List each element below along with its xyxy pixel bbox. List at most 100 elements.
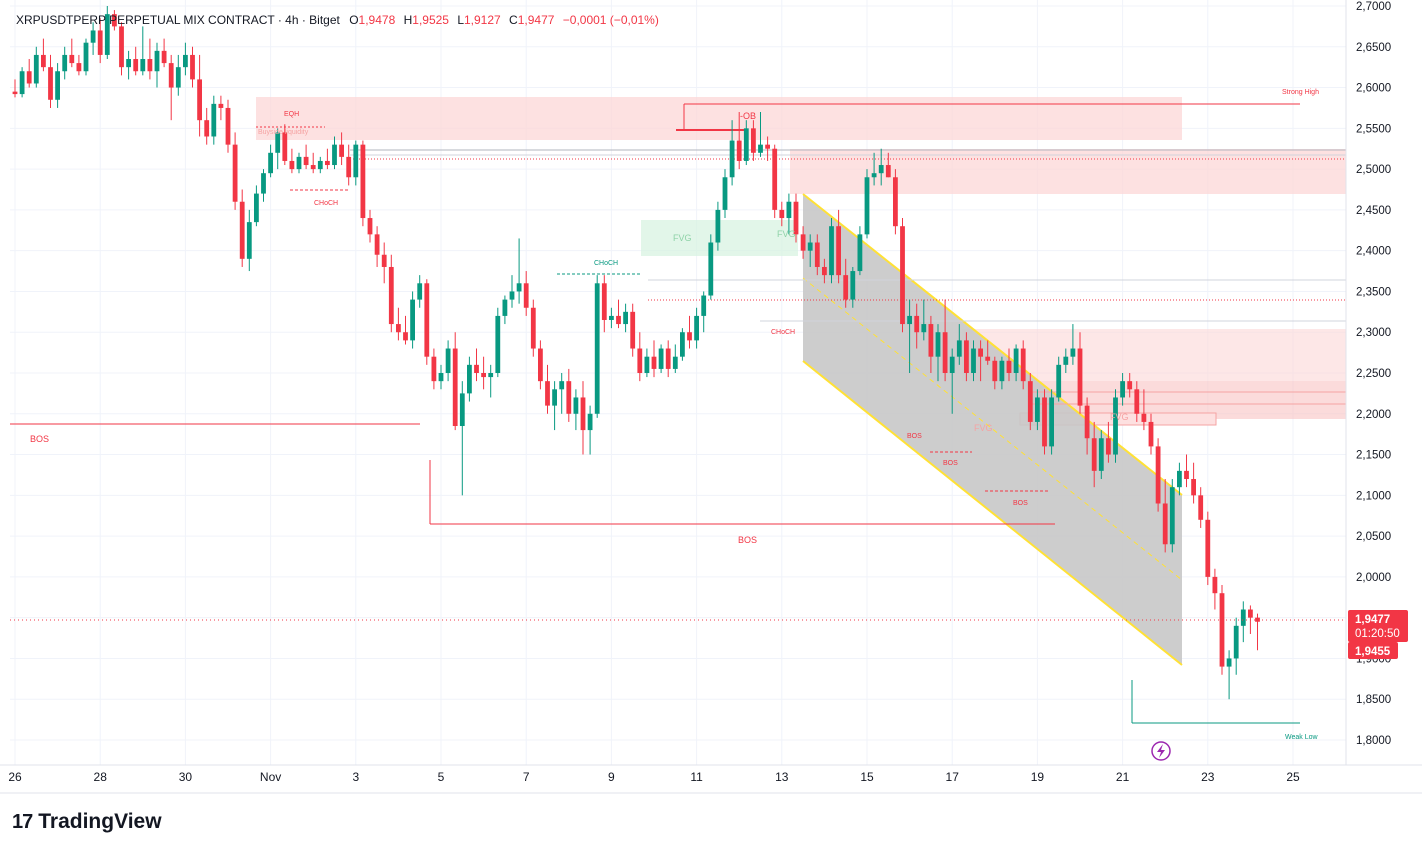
candle-body (83, 42, 89, 72)
candle-body (1191, 479, 1196, 496)
candle (374, 226, 380, 267)
candle-body (701, 295, 707, 316)
x-tick-label: 7 (523, 770, 530, 784)
candle (126, 50, 131, 80)
candle (807, 234, 813, 267)
label-buyside-liquidity: Buyside liquidity (258, 129, 309, 136)
candle (687, 315, 692, 349)
candle-body (935, 332, 941, 357)
candle (90, 22, 96, 55)
candle (822, 258, 827, 284)
candle (495, 307, 501, 378)
candle-body (999, 360, 1005, 382)
eqh-supply-zone (256, 97, 1182, 140)
channel-upper-edge (802, 193, 1183, 496)
candle-body (1248, 609, 1253, 618)
candle-body (672, 356, 678, 369)
price-axis[interactable]: 2,7000 2,6500 2,6000 2,5500 2,5000 2,4500 2,40… (1356, 1, 1391, 747)
candle-body (346, 156, 352, 178)
candle (985, 340, 991, 365)
candle-body (914, 315, 920, 333)
candle-body (1198, 495, 1204, 520)
candle-body (1226, 658, 1232, 667)
candle-body (90, 30, 96, 43)
candle-body (1240, 609, 1246, 626)
candle-body (104, 14, 110, 55)
candle-body (545, 381, 550, 406)
candles (12, 6, 1260, 700)
candle (573, 389, 579, 431)
candle (275, 128, 281, 170)
candle (1035, 389, 1040, 431)
candle-body (502, 299, 508, 316)
candle-body (282, 132, 288, 161)
candle (523, 271, 529, 316)
candle-body (495, 315, 501, 373)
candle-body (1091, 438, 1097, 471)
candle-body (687, 332, 692, 341)
candle (978, 340, 983, 382)
candle-body (907, 315, 912, 325)
change-value: −0,0001 (−0,01%) (563, 13, 659, 27)
candle-body (69, 54, 75, 64)
candle-body (374, 234, 380, 255)
candle-body (836, 226, 841, 276)
candle (1155, 438, 1161, 512)
candle-body (147, 59, 153, 72)
label-choch-left: CHoCH (314, 200, 338, 207)
candle-body (48, 67, 53, 100)
candle-body (509, 291, 515, 300)
candle (396, 307, 401, 341)
candle (907, 299, 912, 373)
candle-body (268, 152, 273, 174)
candle-body (928, 324, 934, 357)
candle-body (971, 348, 976, 373)
candle-body (431, 356, 437, 382)
candle (325, 148, 330, 170)
candle (871, 152, 877, 186)
candle (743, 120, 749, 166)
time-axis[interactable]: 26 28 30 Nov 3 5 7 9 11 13 15 17 19 21 23 25 (8, 770, 1300, 784)
candle-body (325, 160, 330, 166)
candle (246, 209, 252, 272)
x-tick-label: 3 (352, 770, 359, 784)
candle (254, 185, 259, 227)
candle-body (488, 373, 494, 378)
candle (616, 299, 621, 329)
label-bos-16: BOS (907, 433, 922, 440)
candle (459, 381, 465, 496)
label-ob: -OB (740, 111, 756, 121)
y-tick-label: 2,4500 (1356, 205, 1391, 217)
candle (1233, 617, 1239, 675)
candle-body (275, 132, 281, 153)
high-label: H (404, 13, 413, 27)
candle (232, 132, 238, 210)
candle-body (779, 209, 785, 219)
candle-body (680, 332, 685, 357)
candle (779, 201, 785, 227)
candle (268, 144, 273, 178)
candle-body (353, 144, 359, 178)
candle-body (161, 50, 167, 64)
candle-body (921, 324, 927, 333)
candle-body (978, 348, 983, 357)
candle-body (190, 54, 195, 80)
candle-body (367, 218, 373, 235)
candle (843, 258, 849, 308)
candle (346, 144, 352, 186)
x-tick-label: 11 (690, 770, 703, 784)
candle (1191, 462, 1196, 504)
y-tick-label: 2,1500 (1356, 450, 1391, 462)
tradingview-logo[interactable]: 17 TradingView (12, 810, 162, 834)
candle-body (601, 283, 607, 320)
candle-body (410, 299, 415, 341)
candle-body (19, 71, 25, 95)
candle-body (1013, 348, 1019, 373)
candle (893, 169, 898, 235)
flash-icon[interactable] (1151, 741, 1171, 761)
candle-body (360, 144, 366, 219)
chart-header: XRPUSDTPERP PERPETUAL MIX CONTRACT · 4h … (16, 13, 659, 27)
candle (154, 42, 160, 88)
tradingview-wordmark: TradingView (38, 810, 162, 833)
